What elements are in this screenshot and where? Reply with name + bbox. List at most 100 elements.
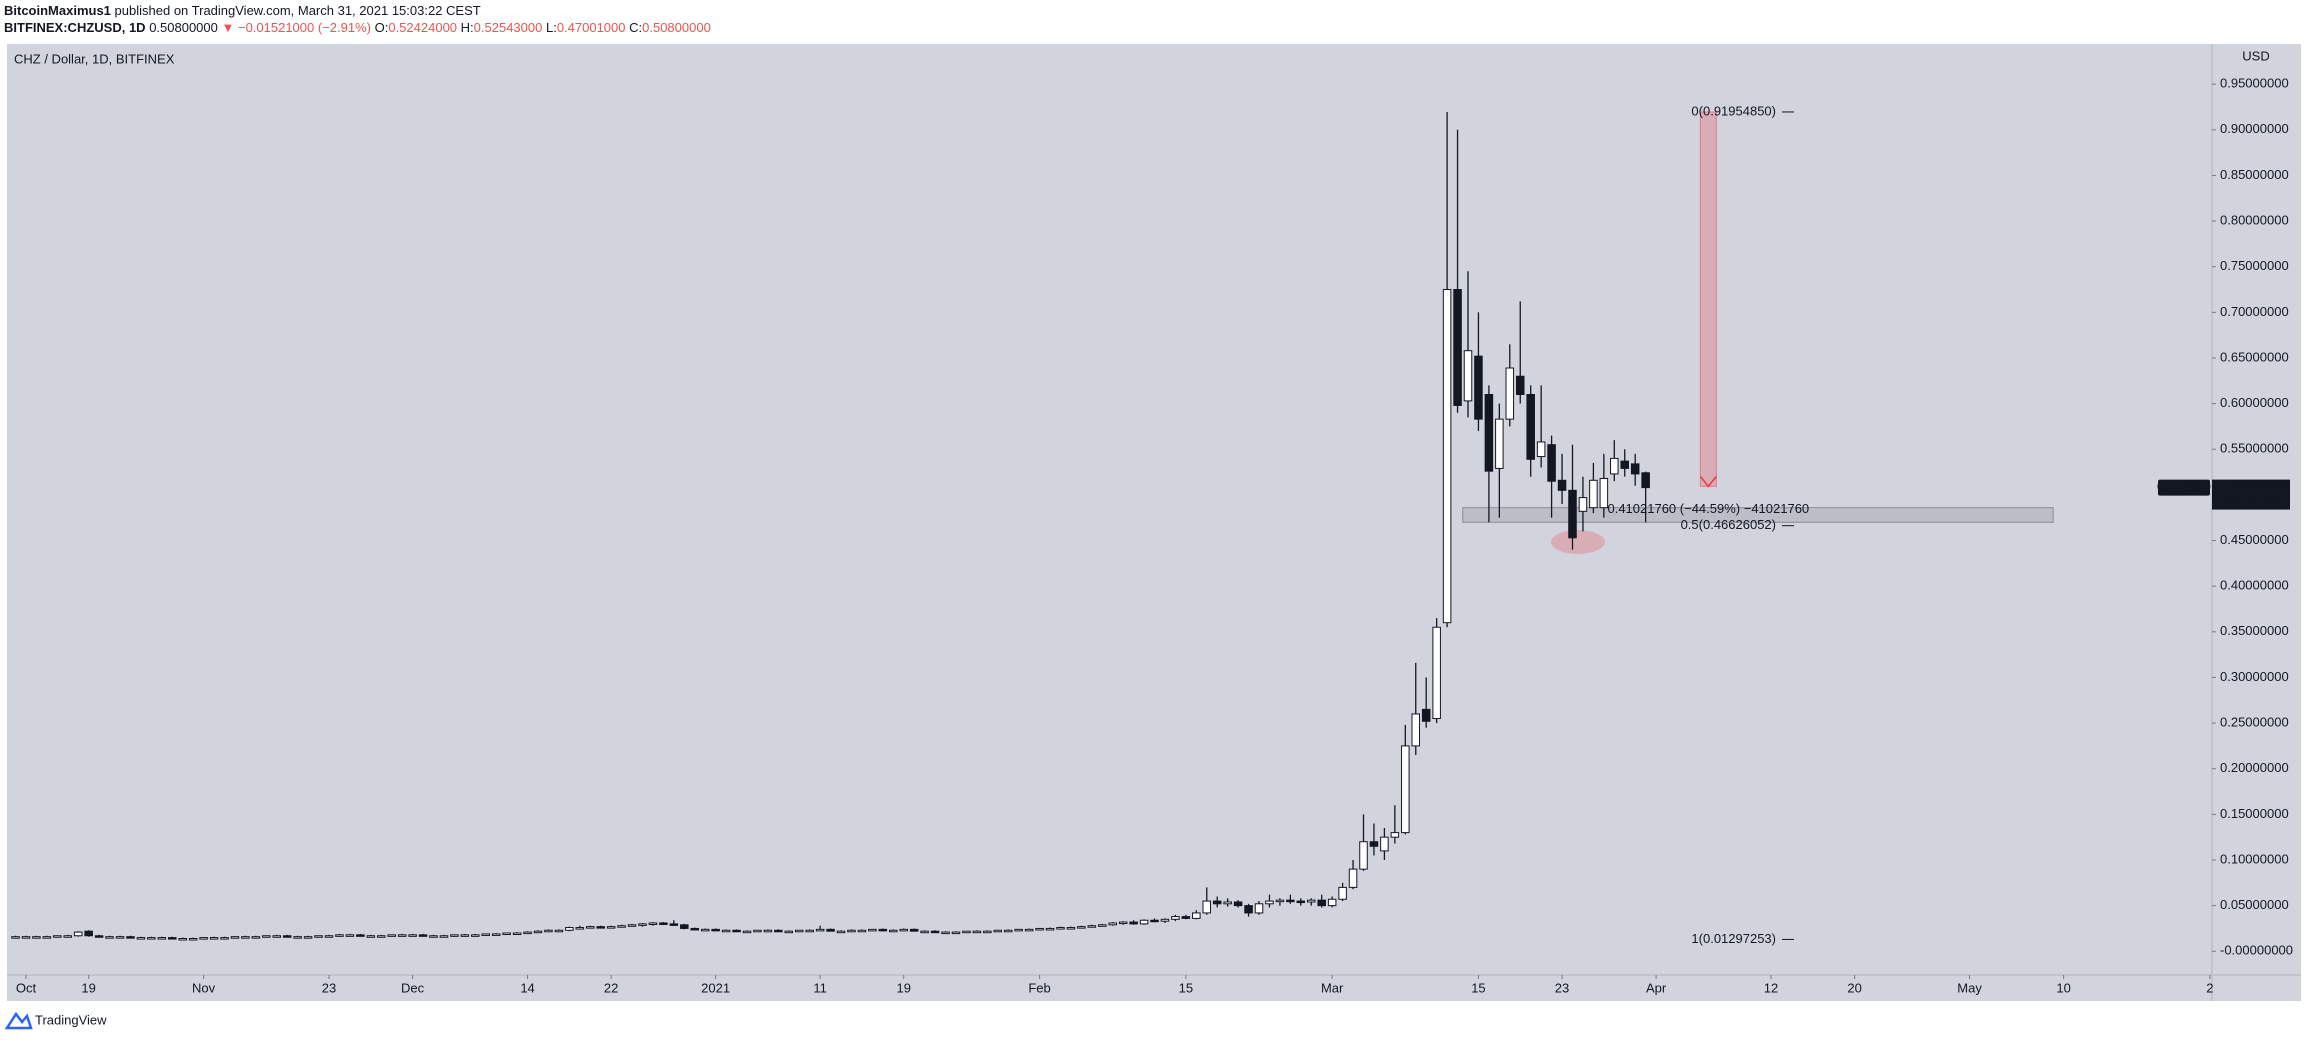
candle-body [512,932,522,936]
x-tick-label: 15 [1471,980,1485,995]
candle-body [638,923,647,926]
y-tick-label: 0.15000000 [2220,806,2289,821]
candle-body [1286,899,1295,903]
candle-body [1610,457,1619,475]
candle-body [471,934,480,937]
candle-body [1212,900,1222,905]
last-price: 0.50800000 [149,20,218,35]
candle-body [105,936,114,939]
x-tick-label: 23 [322,980,336,995]
price-tag-symbol: CHZUSD [2157,479,2211,494]
header: BitcoinMaximus1 published on TradingView… [4,2,711,36]
candle-body [63,935,73,938]
candle-body [241,936,250,939]
footer-brand: TradingView [35,1012,107,1027]
x-tick-label: Dec [401,980,425,995]
ohlc-label: H: [460,20,474,35]
candle-body [1275,899,1285,903]
candle-body [1254,903,1264,914]
candle-body [1244,905,1253,914]
candle-body [126,936,135,939]
candle-body [188,937,198,941]
candle-body [1265,900,1274,905]
candle-body [794,929,804,933]
candle-body [439,935,449,938]
candle-body [502,932,511,936]
candle-body [742,930,752,934]
ohlc-value: 0.50800000 [642,20,711,35]
candle-body [272,935,282,938]
candle-body [262,935,271,938]
candle-body [1035,927,1044,931]
candle-body [1484,393,1494,472]
x-tick-label: Feb [1028,980,1050,995]
candle-body [251,936,261,939]
candle-body [1495,418,1504,469]
candle-body [659,922,668,925]
candle-body [1150,919,1159,923]
candle-body [1421,708,1431,722]
y-tick-label: 0.35000000 [2220,623,2289,638]
candle-body [1599,477,1609,509]
header-line-1: BitcoinMaximus1 published on TradingView… [4,2,711,19]
candle-body [345,934,355,937]
candle-body [1557,479,1567,491]
x-tick-label: May [1957,980,1982,995]
candle-body [941,931,950,935]
ohlc-label: O: [374,20,389,35]
candle-body [930,930,940,934]
candle-body [899,928,908,932]
chart-legend: CHZ / Dollar, 1D, BITFINEX [14,51,175,66]
candle-body [1139,919,1149,925]
candle-body [983,930,992,934]
candle-body [11,936,20,939]
candle-body [1442,289,1452,624]
x-tick-label: 20 [1847,980,1861,995]
candle-body [209,937,219,940]
candle-body [1066,927,1076,930]
candle-body [1348,868,1358,888]
candle-body [157,937,167,940]
candle-body [753,929,762,933]
x-tick-label: 22 [604,980,618,995]
candle-body [962,930,971,934]
y-tick-label: 0.20000000 [2220,760,2289,775]
price-tag-box [2212,479,2290,510]
candle-body [1589,479,1598,509]
candle-body [805,929,814,933]
header-line-2: BITFINEX:CHZUSD, 1D 0.50800000 ▼ −0.0152… [4,19,711,36]
candle-body [303,936,313,939]
candle-body [73,931,83,937]
candle-body [1526,393,1535,460]
candle-body [356,934,365,937]
candle-body [94,935,104,938]
candle-body [42,936,52,939]
candle-body [596,926,605,929]
candle-body [1171,916,1180,920]
candle-body [32,936,41,939]
candle-body [1223,901,1232,905]
ohlc-value: 0.47001000 [556,20,626,35]
candle-body [836,930,846,934]
candle-body [168,937,177,940]
candle-body [690,927,700,931]
candle-body [199,937,208,940]
price-tag-symbol-box [2158,479,2210,496]
candle-body [1568,489,1577,539]
y-tick-label: 0.45000000 [2220,532,2289,547]
candle-body [1359,841,1368,870]
candle-body [575,927,585,930]
author: BitcoinMaximus1 [4,3,111,18]
candle-body [84,930,93,937]
fib-label: 0(0.91954850) [1691,103,1776,118]
candle-body [1181,916,1191,919]
y-tick-label: 0.65000000 [2220,349,2289,364]
candle-body [533,930,543,934]
y-tick-label: 0.80000000 [2220,213,2289,228]
candle-body [868,928,877,932]
candle-body [711,928,720,932]
y-tick-label: 0.10000000 [2220,851,2289,866]
ohlc-value: 0.52424000 [388,20,458,35]
measure-arrowhead [1699,475,1717,488]
candle-body [889,929,898,933]
